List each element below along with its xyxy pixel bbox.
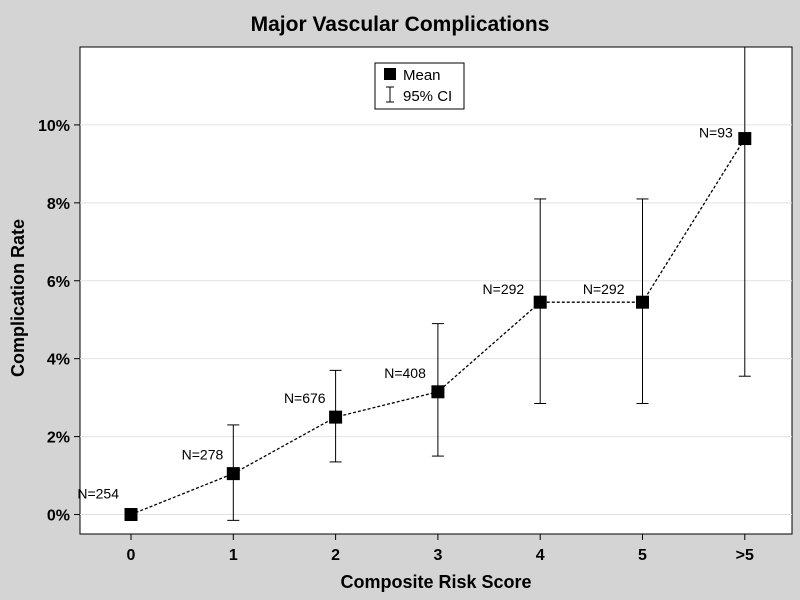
plot-area [79, 46, 793, 535]
n-label: N=408 [384, 365, 426, 381]
mean-marker [226, 467, 240, 481]
mean-marker [124, 508, 138, 522]
n-label: N=254 [77, 486, 119, 502]
mean-marker [533, 295, 547, 309]
mean-marker [329, 410, 343, 424]
legend-mean-label: Mean [403, 67, 441, 84]
mean-marker [431, 385, 445, 399]
x-tick-label: 0 [127, 547, 136, 564]
n-label: N=278 [182, 447, 224, 463]
x-tick-label: 3 [433, 547, 442, 564]
x-axis-label: Composite Risk Score [340, 572, 531, 592]
y-axis-label: Complication Rate [8, 219, 28, 377]
x-tick-label: >5 [736, 547, 754, 564]
y-tick-label: 2% [47, 430, 70, 447]
markers [124, 132, 752, 522]
x-tick-label: 4 [536, 547, 545, 564]
y-tick-label: 0% [47, 508, 70, 525]
y-tick-label: 4% [47, 352, 70, 369]
y-tick-label: 10% [38, 118, 70, 135]
legend: Mean 95% CI [374, 62, 465, 110]
y-tick-label: 8% [47, 196, 70, 213]
n-labels: N=254 N=278 N=676 N=408 N=292 N=292 N=93 [77, 125, 733, 502]
legend-mean-marker [384, 68, 396, 80]
y-tick-label: 6% [47, 274, 70, 291]
chart-title: Major Vascular Complications [251, 13, 550, 36]
x-tick-label: 2 [331, 547, 340, 564]
x-tick-label: 5 [638, 547, 647, 564]
n-label: N=292 [483, 281, 525, 297]
n-label: N=93 [699, 125, 733, 141]
n-label: N=676 [284, 390, 326, 406]
mean-marker [636, 295, 649, 309]
x-tick-label: 1 [229, 547, 238, 564]
grid [80, 124, 792, 516]
axes: 0% 2% 4% 6% 8% 10% 0 1 2 3 4 5 >5 [38, 118, 754, 564]
legend-ci-label: 95% CI [403, 88, 452, 105]
n-label: N=292 [583, 281, 625, 297]
mean-marker [738, 132, 752, 146]
